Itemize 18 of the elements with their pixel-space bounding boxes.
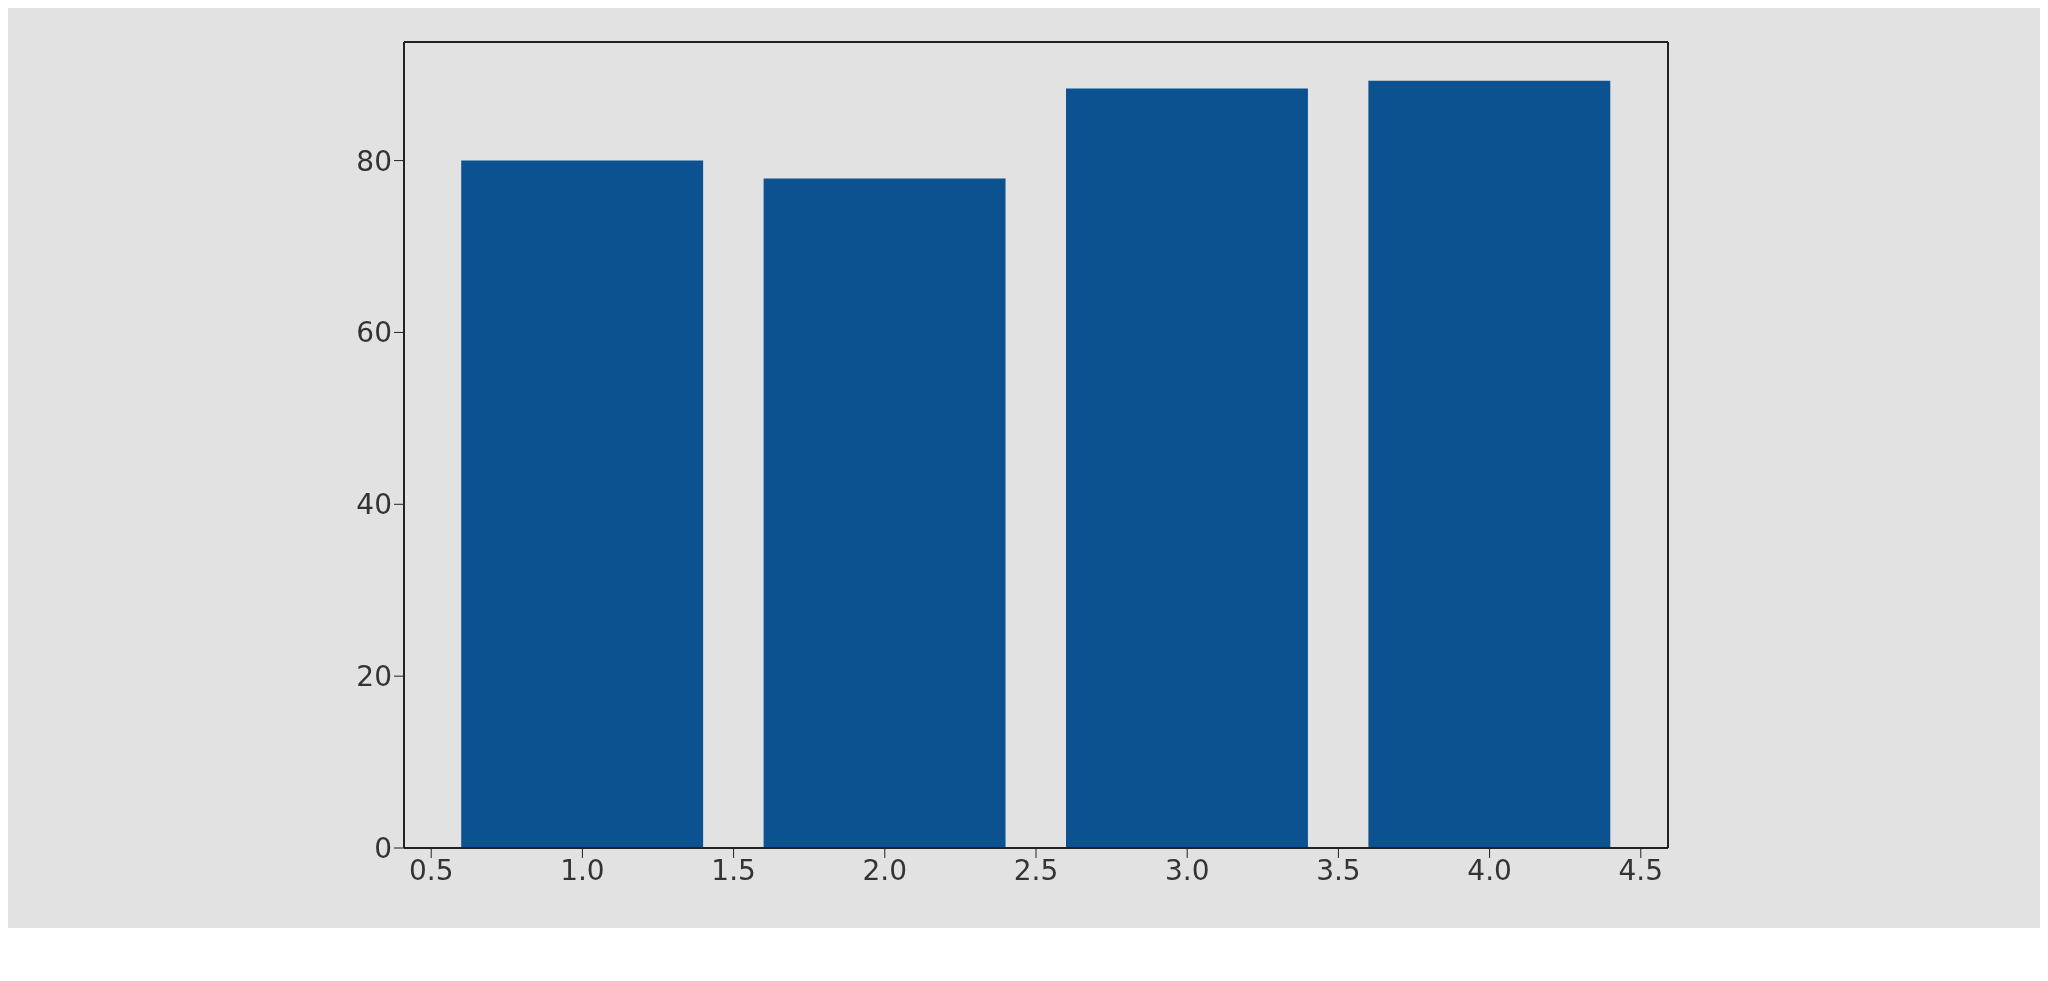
x-tick-label: 4.5 [1618, 853, 1664, 887]
bar [1368, 80, 1611, 848]
y-tick-label: 40 [356, 488, 392, 522]
y-tick-label: 0 [374, 831, 392, 865]
bar [763, 178, 1006, 848]
x-tick-label: 1.5 [711, 853, 756, 887]
bar [1066, 88, 1308, 848]
y-tick-label: 20 [356, 660, 392, 694]
x-tick-label: 4.0 [1467, 853, 1512, 887]
bar [461, 160, 704, 848]
y-tick-label: 80 [356, 144, 392, 178]
x-tick-label: 3.0 [1164, 853, 1210, 887]
x-tick-label: 1.0 [560, 853, 605, 887]
x-tick-label: 3.5 [1316, 853, 1361, 887]
x-tick-label: 2.5 [1013, 853, 1059, 887]
x-tick-label: 2.0 [862, 853, 908, 887]
x-tick-label: 0.5 [408, 853, 454, 887]
y-tick-label: 60 [356, 316, 392, 350]
